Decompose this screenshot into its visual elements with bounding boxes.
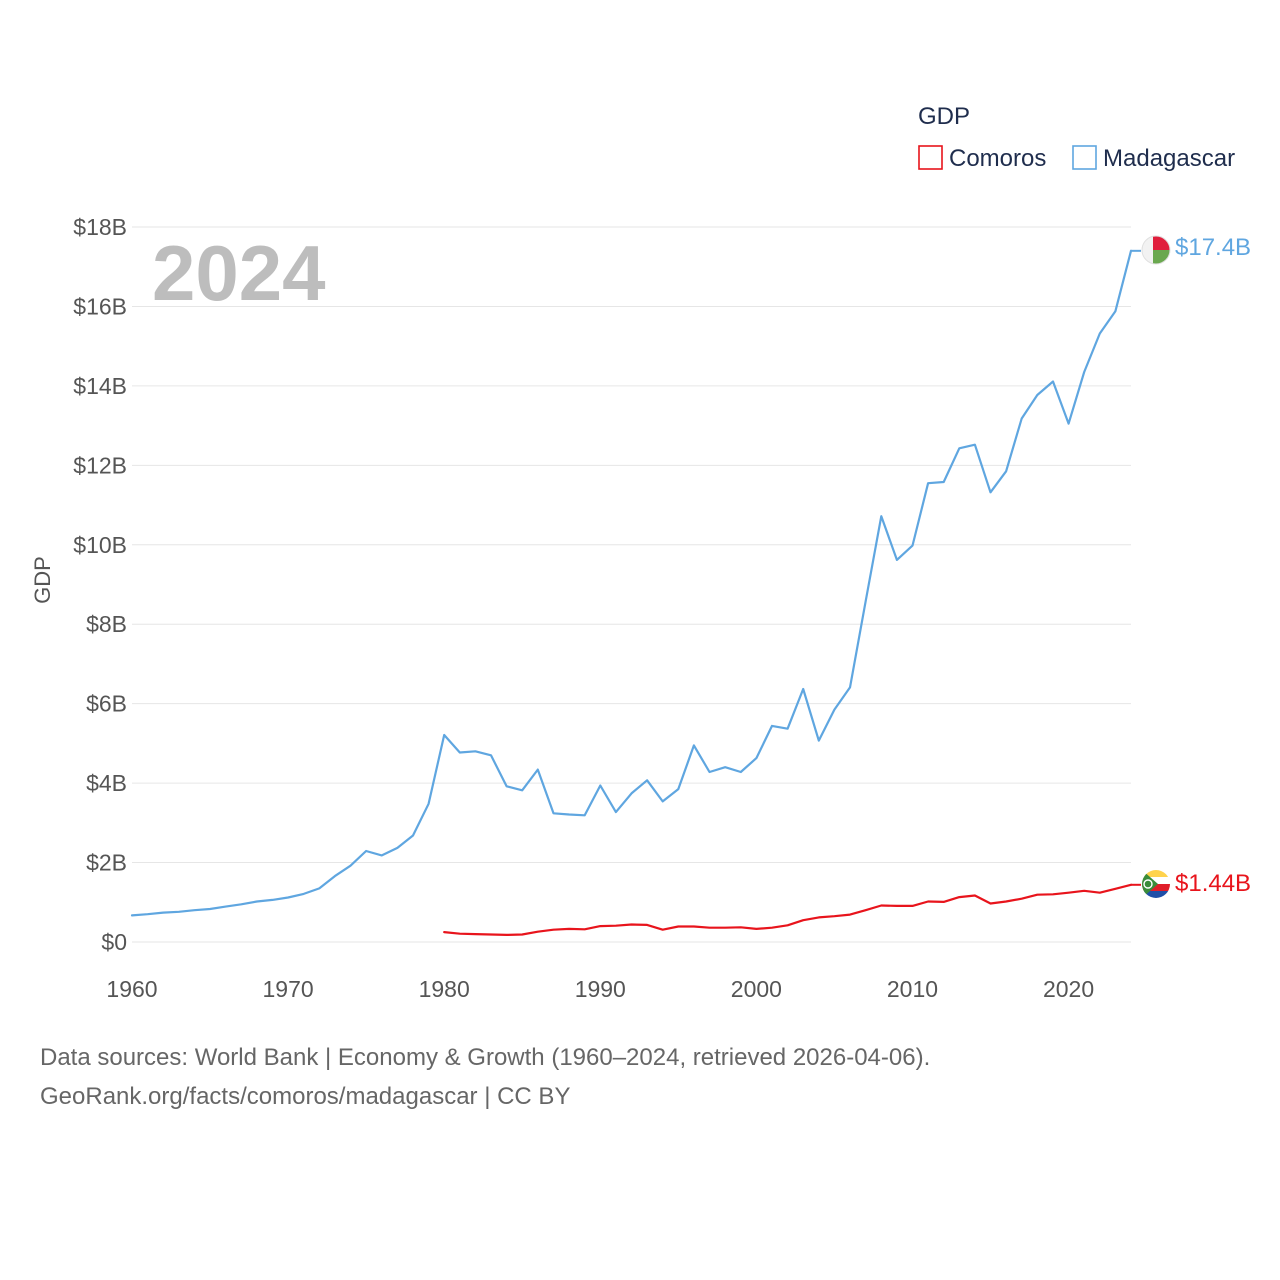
series-lines: [130, 249, 1141, 937]
y-tick-label: $0: [101, 929, 127, 955]
grid-lines: [132, 226, 1131, 943]
y-tick-label: $2B: [86, 850, 127, 876]
x-tick-label: 2000: [731, 976, 782, 1002]
madagascar-end-value: $17.4B: [1175, 234, 1251, 261]
y-tick-label: $16B: [73, 293, 127, 319]
y-tick-label: $10B: [73, 532, 127, 558]
comoros-end-value: $1.44B: [1175, 870, 1251, 897]
x-tick-label: 2020: [1043, 976, 1094, 1002]
year-watermark: 2024: [152, 229, 326, 317]
y-tick-label: $18B: [73, 214, 127, 240]
y-axis-ticks: $0 $2B $4B $6B $8B $10B $12B $14B $16B $18B: [73, 214, 127, 955]
source-line-2[interactable]: GeoRank.org/facts/comoros/madagascar | C…: [40, 1083, 571, 1110]
y-tick-label: $4B: [86, 770, 127, 796]
x-tick-label: 1980: [419, 976, 470, 1002]
legend[interactable]: GDP Comoros Madagascar: [918, 103, 1235, 172]
x-tick-label: 1990: [575, 976, 626, 1002]
legend-item-madagascar[interactable]: Madagascar: [1072, 145, 1235, 172]
legend-swatch-comoros: [918, 145, 943, 170]
legend-title: GDP: [918, 103, 970, 130]
series-line-madagascar[interactable]: [130, 249, 1133, 917]
x-tick-label: 1970: [263, 976, 314, 1002]
y-tick-label: $8B: [86, 611, 127, 637]
y-tick-label: $6B: [86, 691, 127, 717]
source-line-1: Data sources: World Bank | Economy & Gro…: [40, 1044, 931, 1071]
x-tick-label: 2010: [887, 976, 938, 1002]
x-axis-ticks: 1960 1970 1980 1990 2000 2010 2020: [106, 976, 1094, 1002]
legend-label-comoros: Comoros: [949, 145, 1046, 172]
y-tick-label: $14B: [73, 373, 127, 399]
legend-item-comoros[interactable]: Comoros: [918, 145, 1046, 172]
y-axis-title: GDP: [30, 556, 55, 604]
x-tick-label: 1960: [106, 976, 157, 1002]
y-tick-label: $12B: [73, 452, 127, 478]
legend-swatch-madagascar: [1072, 145, 1097, 170]
series-line-comoros[interactable]: [443, 883, 1133, 937]
legend-label-madagascar: Madagascar: [1103, 145, 1235, 172]
madagascar-flag-icon: [1141, 235, 1171, 265]
comoros-flag-icon: [1142, 870, 1170, 898]
